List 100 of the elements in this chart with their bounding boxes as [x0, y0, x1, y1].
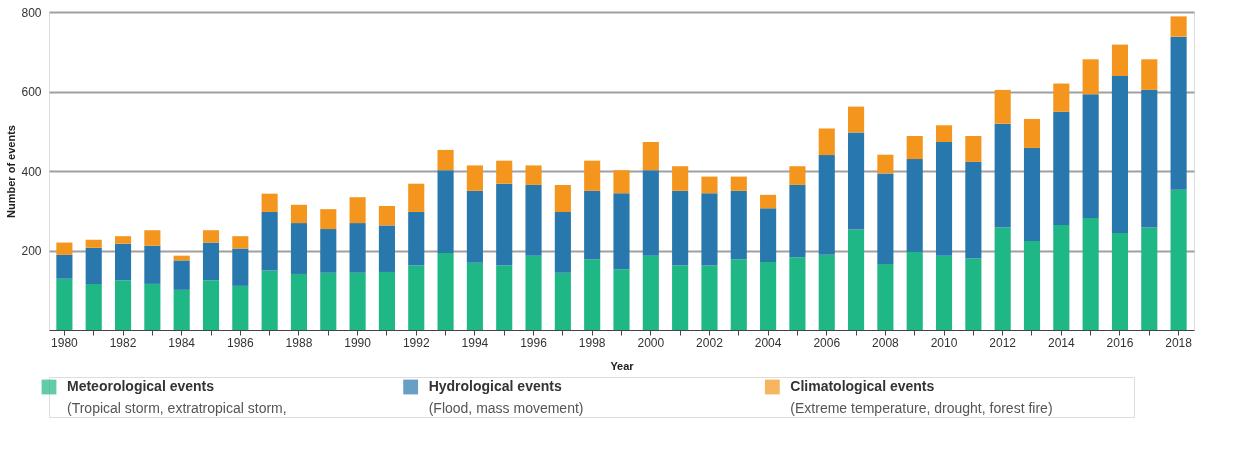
bar	[760, 262, 777, 330]
bar	[525, 165, 542, 185]
bar	[1023, 240, 1041, 330]
bar	[877, 154, 894, 174]
x-tick-label: 1996	[520, 335, 548, 350]
x-tick-label: 1990	[344, 335, 372, 350]
x-tick-label: 2012	[989, 335, 1017, 350]
bar	[1170, 189, 1187, 330]
x-tick-label: 2008	[872, 335, 900, 350]
bar	[584, 190, 601, 260]
bar	[56, 242, 73, 255]
bar	[114, 243, 132, 281]
x-tick-label: 1982	[109, 335, 137, 350]
bar	[173, 289, 190, 330]
bar	[114, 280, 132, 330]
bar	[613, 193, 630, 270]
bar	[584, 160, 601, 191]
bar	[935, 125, 953, 142]
bar	[906, 159, 923, 253]
x-axis-title: Year	[610, 359, 635, 372]
bar	[85, 283, 102, 330]
bar	[672, 166, 689, 191]
bar	[554, 184, 571, 212]
bar	[848, 106, 865, 133]
legend-label: Meteorological events	[67, 378, 215, 394]
bar	[935, 255, 953, 330]
bar	[994, 227, 1011, 330]
bar	[848, 229, 865, 330]
bar	[378, 205, 395, 226]
x-tick-label: 1988	[285, 335, 313, 350]
x-tick-label: 2002	[696, 335, 724, 350]
bar	[672, 265, 689, 330]
bar	[144, 230, 161, 246]
y-tick-label: 800	[21, 5, 42, 20]
bar	[349, 272, 366, 330]
bar	[144, 283, 161, 330]
bar	[906, 252, 923, 330]
bar	[525, 184, 542, 256]
bar	[232, 236, 249, 249]
bar	[202, 230, 220, 243]
bar	[1053, 111, 1070, 226]
y-tick-label: 600	[21, 85, 42, 99]
bar	[408, 211, 425, 266]
bar	[554, 272, 571, 330]
bar	[232, 285, 249, 330]
bar	[1082, 94, 1099, 218]
bar	[173, 260, 190, 290]
bar	[85, 247, 102, 284]
bar	[1053, 225, 1070, 330]
bar	[496, 160, 513, 184]
bar	[672, 190, 689, 266]
bar	[202, 280, 220, 330]
bar	[320, 229, 337, 273]
x-tick-label: 1980	[51, 335, 79, 350]
bar	[144, 245, 161, 284]
y-axis-title: Number of events	[5, 125, 18, 218]
x-tick-label: 2014	[1047, 335, 1075, 350]
bar	[818, 155, 835, 255]
bar	[525, 255, 542, 330]
bar	[496, 183, 513, 266]
bar	[701, 176, 718, 194]
x-tick-label: 1984	[168, 335, 196, 350]
bar	[848, 132, 865, 230]
x-tick-label: 1998	[578, 335, 606, 350]
bar	[437, 170, 454, 253]
x-tick-label: 2000	[637, 335, 665, 350]
bar	[496, 265, 513, 330]
bar	[730, 190, 747, 260]
bar	[935, 141, 953, 256]
bar	[320, 272, 337, 330]
legend-label: Climatological events	[790, 378, 935, 394]
bar	[1023, 118, 1041, 148]
bar	[965, 161, 982, 259]
text: (Flood, mass movement)	[428, 400, 584, 416]
bar	[290, 223, 308, 274]
bar	[437, 252, 454, 330]
bar	[261, 270, 278, 330]
bar	[613, 269, 630, 330]
bar	[349, 197, 366, 224]
bar	[202, 242, 220, 281]
bar	[642, 141, 659, 171]
bar	[1053, 83, 1070, 112]
bar	[818, 128, 835, 156]
bar	[760, 208, 777, 263]
bar	[85, 239, 102, 248]
bar	[466, 165, 483, 191]
bar	[466, 262, 483, 330]
bar	[1141, 227, 1158, 330]
bar	[437, 149, 454, 171]
bar	[1170, 36, 1187, 190]
bar	[56, 254, 73, 279]
bar	[965, 136, 982, 162]
bar	[877, 264, 894, 330]
text: (Tropical storm, extratropical storm,	[67, 400, 287, 416]
bar	[613, 170, 630, 194]
bar	[1141, 89, 1158, 228]
bar	[232, 248, 249, 286]
y-tick-label: 200	[21, 244, 42, 258]
x-tick-label: 2006	[813, 335, 841, 350]
bar	[818, 254, 835, 330]
